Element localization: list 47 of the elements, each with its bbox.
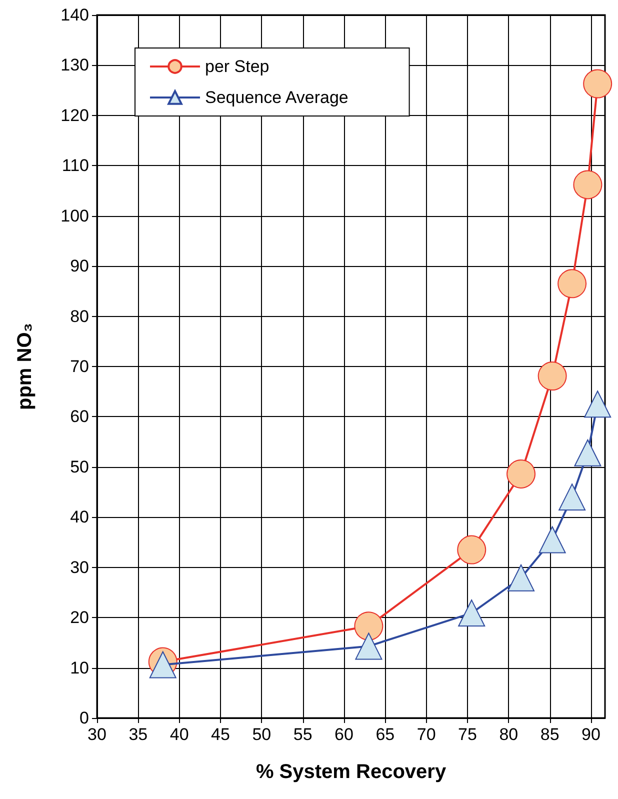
point xyxy=(354,612,384,641)
point xyxy=(574,439,602,466)
y-tick-label: 0 xyxy=(80,708,89,728)
x-tick-label: 45 xyxy=(211,725,230,744)
x-tick-label: 80 xyxy=(499,725,518,744)
point xyxy=(508,564,535,592)
x-tick-label: 30 xyxy=(88,725,106,744)
x-tick-label: 65 xyxy=(376,725,395,744)
y-tick-label: 50 xyxy=(70,457,89,476)
x-axis-title: % System Recovery xyxy=(256,761,447,783)
point xyxy=(558,484,586,511)
y-tick-label: 90 xyxy=(70,256,89,276)
y-tick-label: 10 xyxy=(70,658,89,678)
point xyxy=(355,632,382,660)
x-tick-label: 40 xyxy=(170,725,189,744)
y-tick-label: 120 xyxy=(60,106,89,125)
y-tick-label: 100 xyxy=(60,206,89,226)
y-tick-label: 20 xyxy=(70,608,89,628)
legend-label: per Step xyxy=(205,57,270,76)
y-tick-label: 30 xyxy=(70,558,89,577)
x-tick-label: 90 xyxy=(582,725,600,744)
x-tick-label: 50 xyxy=(252,725,272,744)
x-tick-label: 35 xyxy=(128,725,148,744)
x-tick-label: 55 xyxy=(293,725,312,744)
y-tick-label: 110 xyxy=(62,156,89,176)
point xyxy=(558,269,587,298)
point xyxy=(573,170,602,200)
x-tick-label: 60 xyxy=(334,725,354,744)
point xyxy=(458,600,486,627)
y-tick-label: 130 xyxy=(60,56,89,75)
y-tick-label: 140 xyxy=(60,6,89,24)
x-tick-label: 75 xyxy=(458,725,477,744)
x-tick-label: 70 xyxy=(416,725,436,744)
y-tick-label: 80 xyxy=(70,306,89,326)
y-tick-label: 40 xyxy=(70,508,89,527)
y-tick-label: 70 xyxy=(70,357,89,376)
y-tick-label: 60 xyxy=(70,407,89,426)
legend-label: Sequence Average xyxy=(205,88,348,107)
y-axis-title: ppm NO₃ xyxy=(14,322,36,410)
point xyxy=(538,526,566,554)
point xyxy=(584,390,612,418)
point xyxy=(149,651,176,678)
point xyxy=(506,459,536,488)
point xyxy=(583,69,612,98)
x-tick-label: 85 xyxy=(540,725,560,744)
point xyxy=(457,535,486,564)
point xyxy=(538,362,567,391)
